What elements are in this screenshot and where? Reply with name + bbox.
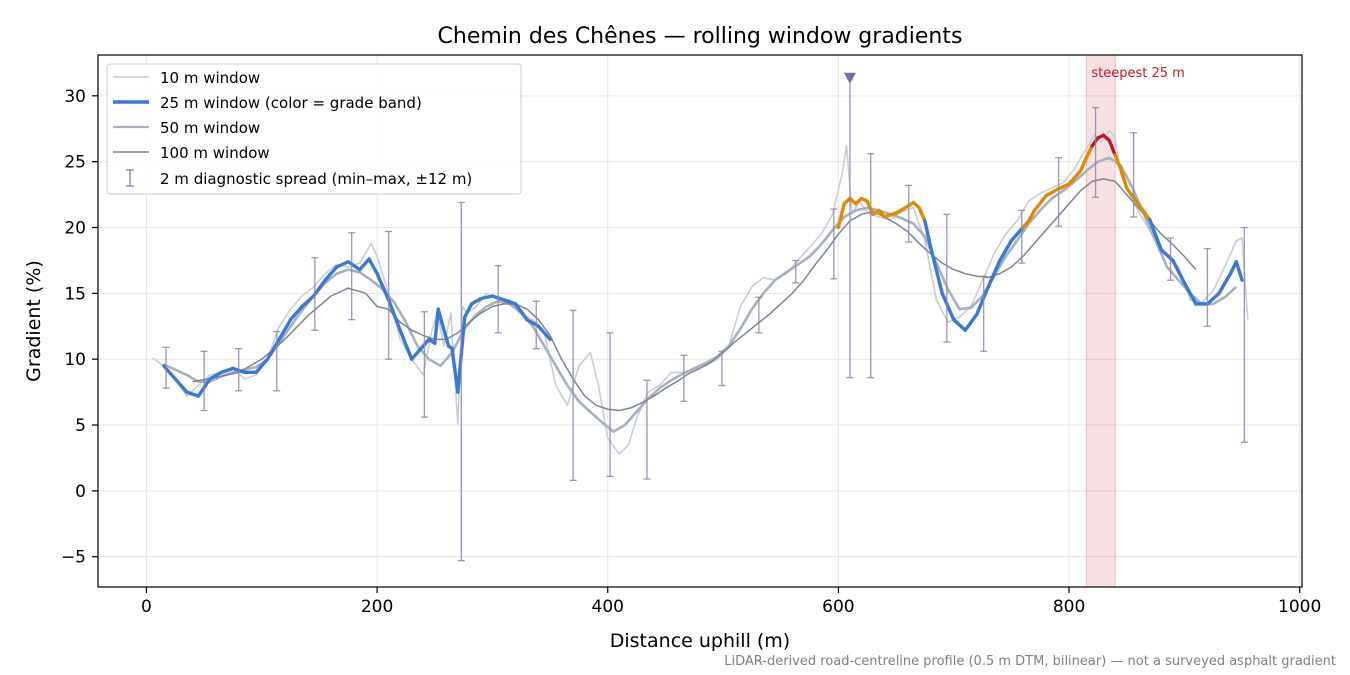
series-25m-segment <box>288 304 304 322</box>
footnote: LiDAR-derived road-centreline profile (0… <box>724 654 1336 669</box>
x-tick-label: 400 <box>592 597 624 617</box>
legend-label-25m: 25 m window (color = grade band) <box>160 94 422 112</box>
series-25m-segment <box>409 344 425 361</box>
series-25m-segment <box>923 219 933 249</box>
series-25m-segment <box>1044 187 1060 198</box>
series-25m-segment <box>1078 156 1089 173</box>
highlight-layer: steepest 25 m <box>1085 54 1185 588</box>
legend-label-10m: 10 m window <box>160 69 260 87</box>
legend-label-100m: 100 m window <box>160 144 270 162</box>
chart-title: Chemin des Chênes — rolling window gradi… <box>438 24 963 49</box>
series-25m-segment <box>1032 194 1048 213</box>
series-25m-segment <box>998 238 1014 263</box>
y-tick-label: 25 <box>64 153 86 173</box>
series-25m-segment <box>346 260 362 272</box>
x-axis-label: Distance uphill (m) <box>610 630 790 652</box>
y-tick-label: 15 <box>64 284 86 304</box>
series-25m-segment <box>254 357 270 375</box>
y-axis: −5 0 5 10 15 20 25 30 <box>61 87 98 568</box>
series-25m-segment <box>513 302 529 322</box>
series-25m-segment <box>1234 260 1244 282</box>
y-tick-label: 10 <box>64 350 86 370</box>
series-25m-segment <box>1119 167 1129 190</box>
series-25m-segment <box>386 298 402 332</box>
steepest-label: steepest 25 m <box>1091 66 1184 81</box>
x-tick-label: 600 <box>822 597 854 617</box>
series-25m-segment <box>1136 202 1152 222</box>
y-tick-label: 20 <box>64 219 86 239</box>
series-25m-segment <box>1084 144 1094 160</box>
legend-box <box>106 63 522 195</box>
series-25m-segment <box>208 370 224 381</box>
series-25m-segment <box>463 302 474 319</box>
series-25m-segment <box>433 307 440 346</box>
series-25m-segment <box>323 265 339 282</box>
series-25m-segment <box>975 285 991 317</box>
series-25m-segment <box>300 294 316 309</box>
series-25m-segment <box>1067 169 1083 186</box>
series-25m-segment <box>963 312 979 332</box>
series-25m-segment <box>1026 208 1037 223</box>
series-25m-segment <box>311 278 327 298</box>
series-25m-segment <box>219 366 235 375</box>
x-tick-label: 800 <box>1053 597 1085 617</box>
series-25m-segment <box>358 257 371 272</box>
legend-label-50m: 50 m window <box>160 119 260 137</box>
series-25m-segment <box>1171 258 1187 285</box>
series-25m-segment <box>173 377 189 394</box>
series-25m-segment <box>375 271 391 302</box>
x-axis: 0 200 400 600 800 1000 <box>141 587 1321 617</box>
triangle-down-marker <box>843 72 856 84</box>
grid-layer <box>98 55 1302 587</box>
y-tick-label: −5 <box>61 548 86 568</box>
series-100m-window <box>192 178 1197 412</box>
series-25m-segment <box>1055 182 1071 192</box>
series-25m-segment <box>940 291 956 322</box>
series-25m-segment <box>436 307 445 328</box>
series-50m-window <box>163 156 1238 433</box>
x-tick-label: 200 <box>361 597 393 617</box>
series-25m-segment <box>894 204 910 215</box>
series-25m-segment <box>952 317 967 332</box>
plot-frame <box>97 54 1303 588</box>
data-layer <box>151 129 1249 455</box>
series-25m-segment <box>917 206 927 223</box>
series-25m-segment <box>882 211 898 219</box>
legend-entries <box>113 76 149 187</box>
series-25m-segment <box>398 328 414 361</box>
series-25m-segment <box>185 390 201 398</box>
series-25m-segment <box>536 324 552 342</box>
spread-layer <box>162 78 1248 562</box>
legend-label-spread: 2 m diagnostic spread (min–max, ±12 m) <box>160 170 472 188</box>
series-25m-segment <box>1125 186 1140 206</box>
x-tick-label: 0 <box>141 597 152 617</box>
series-25m-segment <box>441 324 451 348</box>
series-25m-segment <box>277 317 293 342</box>
series-25m-segment <box>502 298 518 306</box>
series-25m-segment <box>1182 281 1198 306</box>
series-25m-segment <box>367 257 379 276</box>
y-tick-label: 30 <box>64 87 86 107</box>
legend: 10 m window 25 m window (color = grade b… <box>106 63 522 195</box>
marker-layer <box>843 72 856 84</box>
series-25m-segment <box>928 245 944 296</box>
y-tick-label: 0 <box>75 482 86 502</box>
y-tick-label: 5 <box>75 416 86 436</box>
y-axis-label: Gradient (%) <box>23 260 45 382</box>
series-25m-segment <box>1009 225 1025 243</box>
series-25m-segment <box>1217 271 1233 296</box>
series-25m-segment <box>1148 217 1164 252</box>
series-25m-segment <box>469 296 483 306</box>
series-25m-segment <box>986 258 1002 289</box>
series-25m-segment <box>479 294 495 301</box>
series-25m-segment <box>1205 291 1221 306</box>
x-tick-label: 1000 <box>1278 597 1321 617</box>
series-25m-segment <box>1113 153 1123 172</box>
series-25m-segment <box>1107 138 1117 157</box>
series-25m-segment <box>836 202 846 230</box>
series-25m-segment <box>335 260 350 269</box>
